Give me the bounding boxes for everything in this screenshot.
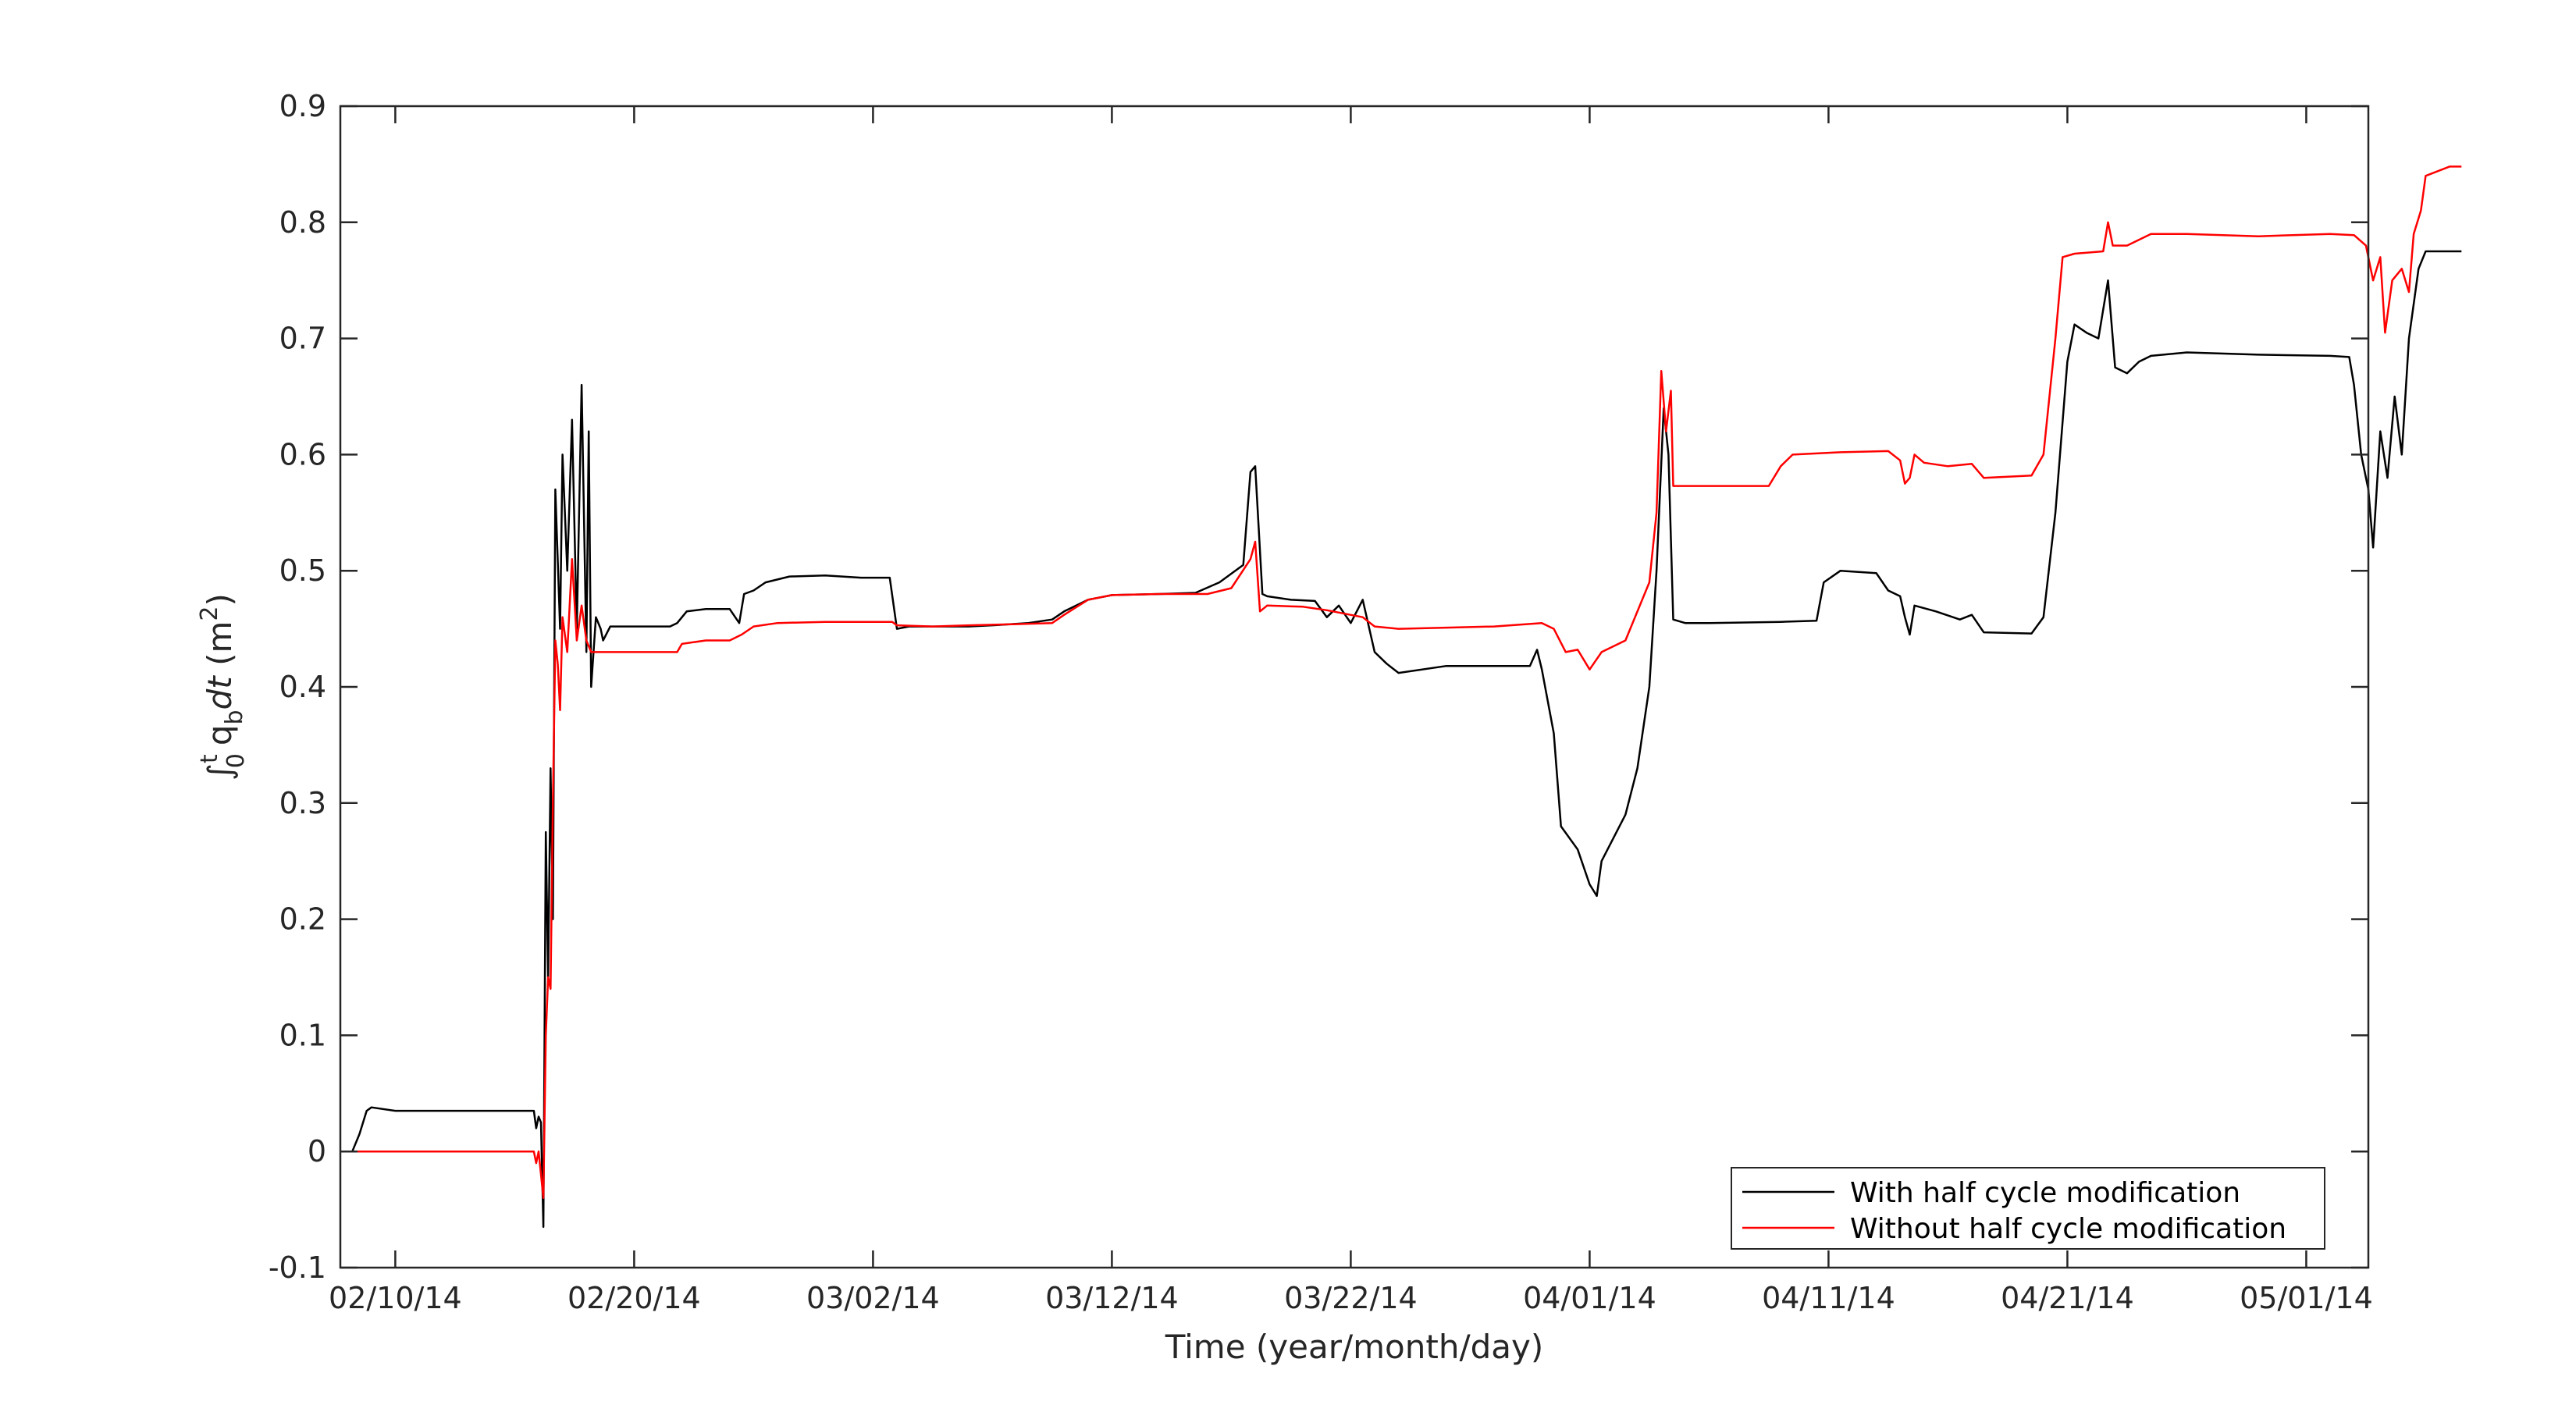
x-tick-label: 03/02/14 — [806, 1281, 940, 1315]
y-axis-title-lower-limit: 0 — [222, 753, 250, 768]
y-tick-label: 0.5 — [279, 553, 326, 588]
y-axis-title-unit-close: ) — [201, 593, 239, 606]
x-tick-label: 03/12/14 — [1045, 1281, 1179, 1315]
y-axis-title-symbol: q — [201, 724, 239, 745]
legend-label-without-half-cycle: Without half cycle modification — [1850, 1213, 2286, 1245]
svg-text:∫t0qbdt (m2): ∫t0 qbdt (m2) — [196, 593, 250, 781]
x-tick-label: 02/10/14 — [329, 1281, 462, 1315]
legend-label-with-half-cycle: With half cycle modification — [1850, 1177, 2240, 1209]
x-tick-label: 04/01/14 — [1523, 1281, 1656, 1315]
x-axis-title: Time (year/month/day) — [1165, 1328, 1543, 1366]
y-axis-title-unit-open: (m — [201, 621, 239, 666]
x-axis: 02/10/14 02/20/14 03/02/14 03/12/14 03/22/14… — [329, 106, 2373, 1315]
y-axis-title-dt: dt — [201, 675, 239, 710]
x-tick-label: 04/11/14 — [1762, 1281, 1895, 1315]
x-tick-label: 04/21/14 — [2001, 1281, 2134, 1315]
y-tick-label: 0.7 — [279, 322, 326, 356]
legend-box — [1731, 1167, 2325, 1250]
x-tick-label: 02/20/14 — [568, 1281, 701, 1315]
y-axis-title-upper-limit: t — [196, 754, 223, 763]
y-tick-label: 0.4 — [279, 670, 326, 704]
y-axis-title-subscript: b — [221, 710, 248, 724]
y-axis-title: ∫t0 qbdt (m2) — [196, 593, 250, 781]
y-tick-label: 0.8 — [279, 205, 326, 240]
y-tick-label: 0.9 — [279, 89, 326, 123]
y-axis-title-unit-power: 2 — [196, 606, 223, 621]
y-tick-label: -0.1 — [269, 1250, 326, 1285]
x-tick-label: 05/01/14 — [2240, 1281, 2373, 1315]
series-line-with-half-cycle — [340, 250, 2462, 1229]
y-axis: -0.1 0 0.1 0.2 0.3 0.4 0.5 0.6 0.7 0.8 0.9 — [269, 89, 2368, 1285]
y-tick-label: 0.2 — [279, 902, 326, 937]
series-layer — [340, 165, 2462, 1229]
series-line-without-half-cycle — [340, 165, 2462, 1199]
legend: With half cycle modification Without hal… — [1731, 1167, 2325, 1250]
y-axis-title-integral: ∫ — [201, 763, 239, 781]
y-tick-label: 0.6 — [279, 437, 326, 471]
x-tick-label: 03/22/14 — [1284, 1281, 1418, 1315]
y-tick-label: 0.3 — [279, 786, 326, 820]
y-tick-label: 0 — [308, 1134, 326, 1168]
y-tick-label: 0.1 — [279, 1018, 326, 1052]
plot-area — [340, 106, 2368, 1268]
